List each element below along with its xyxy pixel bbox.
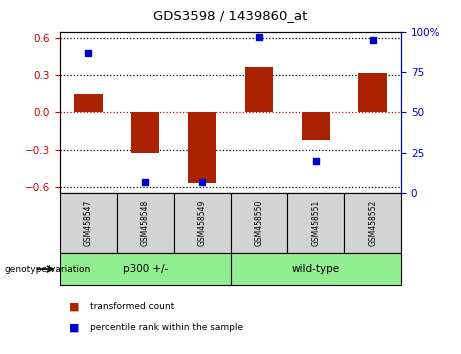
Text: GDS3598 / 1439860_at: GDS3598 / 1439860_at bbox=[154, 9, 307, 22]
Point bbox=[369, 37, 376, 43]
Point bbox=[255, 34, 263, 40]
Bar bbox=[230, 253, 401, 285]
Point bbox=[142, 179, 149, 184]
Text: GSM458549: GSM458549 bbox=[198, 200, 207, 246]
Bar bbox=[344, 193, 401, 253]
Point bbox=[85, 50, 92, 56]
Bar bbox=[301, 113, 330, 140]
Text: wild-type: wild-type bbox=[292, 264, 340, 274]
Point bbox=[312, 158, 319, 164]
Text: GSM458551: GSM458551 bbox=[311, 200, 320, 246]
Bar bbox=[230, 193, 287, 253]
Text: GSM458548: GSM458548 bbox=[141, 200, 150, 246]
Text: genotype/variation: genotype/variation bbox=[5, 264, 91, 274]
Text: GSM458547: GSM458547 bbox=[84, 200, 93, 246]
Text: GSM458552: GSM458552 bbox=[368, 200, 377, 246]
Bar bbox=[117, 193, 174, 253]
Bar bbox=[188, 113, 216, 183]
Text: transformed count: transformed count bbox=[90, 302, 174, 311]
Bar bbox=[174, 193, 230, 253]
Bar bbox=[74, 94, 102, 113]
Bar bbox=[287, 193, 344, 253]
Text: ■: ■ bbox=[69, 301, 80, 311]
Bar bbox=[131, 113, 160, 153]
Text: ■: ■ bbox=[69, 322, 80, 332]
Text: GSM458550: GSM458550 bbox=[254, 200, 263, 246]
Bar bbox=[358, 73, 387, 113]
Text: percentile rank within the sample: percentile rank within the sample bbox=[90, 323, 243, 332]
Point bbox=[198, 179, 206, 184]
Text: p300 +/-: p300 +/- bbox=[123, 264, 168, 274]
Bar bbox=[245, 67, 273, 113]
Bar bbox=[60, 253, 230, 285]
Bar bbox=[60, 193, 117, 253]
